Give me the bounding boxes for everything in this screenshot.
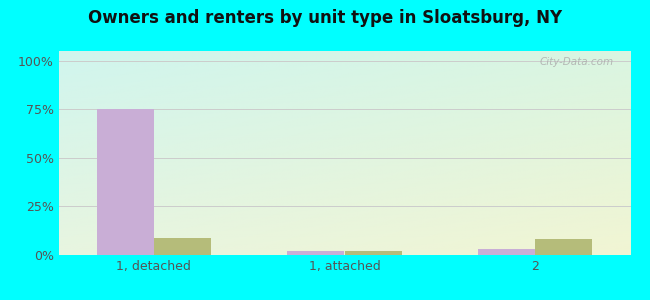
Bar [478, 249, 535, 255]
Bar [97, 109, 154, 255]
Bar [287, 251, 344, 255]
Text: City-Data.com: City-Data.com [540, 57, 614, 67]
Bar [154, 238, 211, 255]
Bar [535, 239, 592, 255]
Text: Owners and renters by unit type in Sloatsburg, NY: Owners and renters by unit type in Sloat… [88, 9, 562, 27]
Bar [344, 251, 402, 255]
